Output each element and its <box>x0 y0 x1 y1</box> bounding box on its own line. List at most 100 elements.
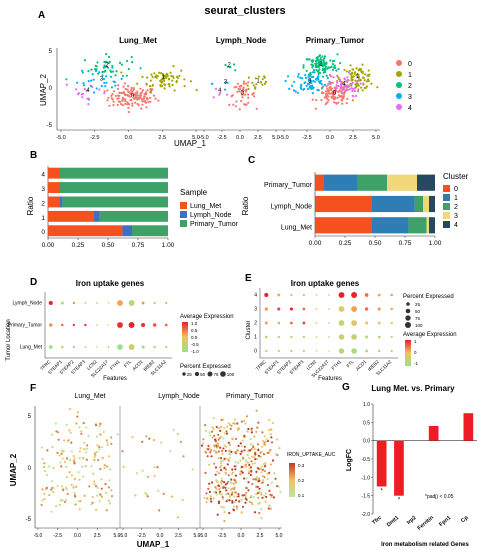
auc-point <box>208 431 211 434</box>
cluster-label: 0 <box>333 91 337 97</box>
logfc-bar <box>463 413 474 441</box>
auc-point <box>98 448 101 451</box>
umap-point <box>355 74 359 77</box>
auc-point <box>263 465 267 468</box>
auc-point <box>250 469 253 472</box>
auc-point <box>245 491 248 494</box>
umap-point <box>139 87 142 90</box>
auc-point <box>204 424 207 427</box>
umap-point <box>290 84 293 87</box>
auc-point <box>99 467 102 471</box>
gene-tick-label: Cp <box>460 515 470 525</box>
umap-point <box>105 53 108 56</box>
dotplot-dot <box>377 307 381 311</box>
auc-point <box>227 441 230 444</box>
umap-point <box>338 80 341 83</box>
umap-point <box>324 92 328 95</box>
umap-point <box>109 69 112 72</box>
dotplot-dot <box>128 344 135 350</box>
umap-point <box>308 73 311 76</box>
auc-point <box>238 500 241 503</box>
stacked-bar-segment <box>132 225 168 237</box>
umap-point <box>328 73 331 77</box>
x-tick-label: -2.5 <box>217 135 226 141</box>
stacked-bar-segment <box>60 167 168 179</box>
umap-point <box>85 89 88 92</box>
umap-point <box>346 86 349 89</box>
auc-point <box>103 466 106 470</box>
umap-point <box>310 63 313 66</box>
umap-point <box>131 61 134 64</box>
auc-point <box>95 450 98 454</box>
umap-point <box>252 92 255 95</box>
umap-point <box>261 78 264 81</box>
umap-point <box>341 102 344 105</box>
umap-point <box>328 92 331 95</box>
auc-point <box>72 486 75 489</box>
dotplot-dot <box>328 350 330 352</box>
category-tick-label: 3 <box>41 186 45 193</box>
auc-point <box>58 503 62 507</box>
umap-point <box>157 99 160 102</box>
auc-point <box>217 433 220 436</box>
umap-point <box>105 65 108 68</box>
umap-point <box>123 82 126 85</box>
umap-point <box>332 66 335 69</box>
dotplot-dot <box>96 346 98 348</box>
facet-label-primary-tumor: Primary_Tumor <box>306 36 365 45</box>
auc-point <box>160 441 163 444</box>
auc-point <box>213 462 216 465</box>
auc-point <box>122 465 125 468</box>
umap-point <box>121 74 125 77</box>
auc-point <box>263 435 266 438</box>
umap-point <box>103 92 106 95</box>
umap-point <box>112 90 115 93</box>
stacked-bar-segment <box>315 195 372 213</box>
auc-point <box>76 415 79 418</box>
auc-point <box>62 450 65 453</box>
x-tick-label: -5.0 <box>34 533 43 539</box>
auc-point <box>240 470 243 473</box>
auc-point <box>40 503 43 507</box>
auc-point <box>214 466 218 469</box>
umap-point <box>171 79 174 82</box>
auc-point <box>85 458 88 461</box>
umap-point <box>81 71 84 74</box>
dotplot-dot <box>302 321 306 325</box>
dotplot-dot <box>315 308 318 310</box>
umap-point <box>322 75 325 78</box>
umap-point <box>253 95 256 98</box>
auc-point <box>96 494 99 497</box>
auc-point <box>106 441 109 444</box>
umap-point <box>335 81 339 84</box>
umap-point <box>349 73 352 76</box>
auc-point <box>222 506 225 509</box>
dotplot-dot <box>338 306 345 312</box>
y-tick-label: -0.5 <box>361 457 370 463</box>
dotplot-dot <box>96 324 98 326</box>
auc-point <box>258 487 261 490</box>
auc-point <box>231 468 234 471</box>
umap-point <box>317 78 320 81</box>
umap-point <box>124 98 127 101</box>
umap-point <box>234 105 237 108</box>
auc-point <box>262 453 265 456</box>
auc-point <box>266 483 269 487</box>
panel-e: E Iron uptake genes Cluster Features Per… <box>240 268 483 383</box>
auc-point <box>264 500 267 503</box>
panel-d-letter: D <box>30 277 37 288</box>
x-tick-label: -2.5 <box>137 533 146 539</box>
umap-point <box>367 69 370 72</box>
auc-point <box>212 497 215 500</box>
umap-point <box>214 87 218 90</box>
dotplot-dot <box>302 335 306 339</box>
umap-point <box>149 79 152 82</box>
x-tick-label: 0.75 <box>132 242 145 249</box>
dotplot-dot <box>141 322 146 328</box>
auc-point <box>253 454 256 457</box>
umap-point <box>101 70 104 74</box>
auc-point <box>228 495 231 498</box>
auc-point <box>215 493 218 496</box>
auc-point <box>217 444 220 448</box>
auc-point <box>220 477 223 480</box>
